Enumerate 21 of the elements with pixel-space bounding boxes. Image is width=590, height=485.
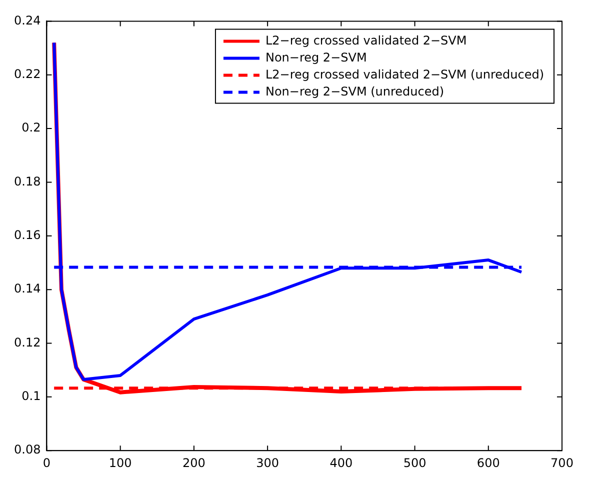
legend-label: Non−reg 2−SVM (unreduced) [265,84,444,98]
y-tick-label: 0.12 [14,335,41,350]
x-tick-label: 500 [403,456,426,470]
x-tick-label: 400 [330,456,353,470]
y-tick-label: 0.18 [14,174,41,188]
y-tick-label: 0.08 [14,442,41,457]
x-tick-label: 300 [256,456,280,470]
y-tick-label: 0.16 [14,228,41,242]
legend-label: Non−reg 2−SVM [265,50,367,64]
x-tick-label: 0 [42,456,51,470]
legend-label: L2−reg crossed validated 2−SVM [265,33,467,48]
y-tick-label: 0.22 [14,67,41,81]
y-tick-label: 0.2 [22,120,41,135]
y-tick-label: 0.1 [22,389,41,404]
x-tick-label: 200 [182,456,206,470]
y-tick-label: 0.14 [14,282,41,296]
x-tick-label: 600 [476,456,500,470]
legend-label: L2−reg crossed validated 2−SVM (unreduced) [265,67,544,82]
x-tick-label: 100 [108,456,132,470]
y-tick-label: 0.24 [14,13,41,28]
x-tick-label: 700 [550,456,574,470]
